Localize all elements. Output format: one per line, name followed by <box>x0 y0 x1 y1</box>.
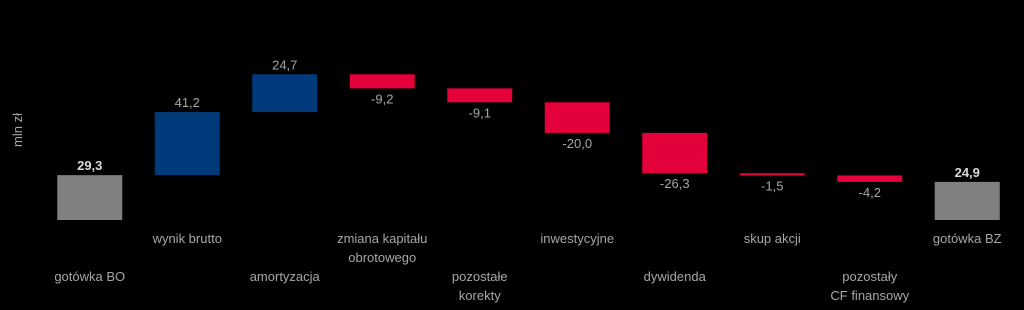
bar <box>349 74 415 89</box>
x-tick-label: zmiana kapitału obrotowego <box>337 231 428 265</box>
value-label: 24,9 <box>955 165 980 180</box>
x-tick-label: amortyzacja <box>249 269 320 284</box>
value-label: 29,3 <box>77 158 102 173</box>
bar <box>544 102 610 133</box>
value-label: 41,2 <box>175 95 200 110</box>
value-label: 24,7 <box>272 57 297 72</box>
x-tick-label: dywidenda <box>643 269 706 284</box>
value-label: -20,0 <box>562 136 592 151</box>
bar <box>252 74 318 113</box>
bar <box>934 181 1000 220</box>
bar <box>837 175 903 182</box>
x-tick-label: pozostałe korekty <box>451 269 508 303</box>
x-tick-label: pozostały CF finansowy <box>830 269 910 303</box>
bar <box>154 112 220 176</box>
bar <box>447 88 513 103</box>
value-label: -1,5 <box>761 178 783 193</box>
bar <box>642 132 708 174</box>
x-tick-label: gotówka BZ <box>932 231 1002 246</box>
x-tick-label: gotówka BO <box>54 269 126 284</box>
bar <box>739 173 805 176</box>
bar <box>57 175 123 220</box>
x-tick-label: skup akcji <box>743 231 801 246</box>
value-label: -26,3 <box>660 176 690 191</box>
value-label: -4,2 <box>859 185 881 200</box>
x-tick-label: wynik brutto <box>152 231 222 246</box>
x-tick-label: inwestycyjne <box>540 231 615 246</box>
y-axis-label: mln zł <box>10 113 25 147</box>
value-label: -9,2 <box>371 91 393 106</box>
value-label: -9,1 <box>469 105 491 120</box>
